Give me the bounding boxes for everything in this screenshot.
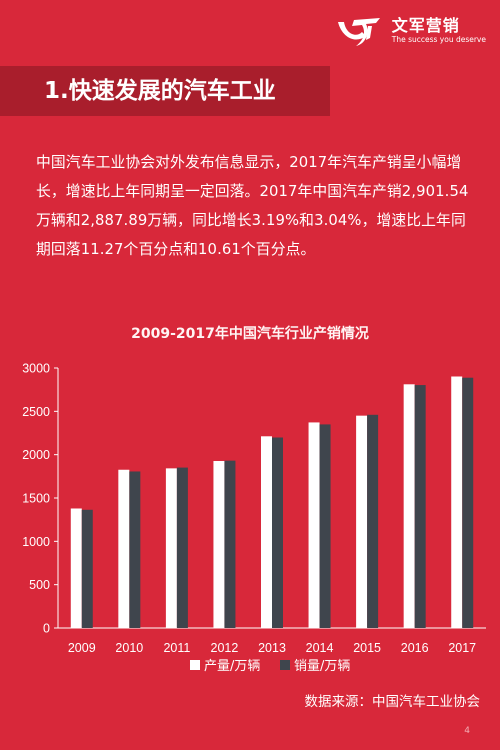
sales-bar (81, 509, 93, 628)
page-number: 4 (464, 726, 470, 736)
chart-title: 2009-2017年中国汽车行业产销情况 (131, 326, 369, 342)
x-tick-label: 2012 (211, 641, 239, 655)
legend-swatch-sales (280, 660, 290, 670)
brand-logo: 文军营销 The success you deserve (336, 14, 486, 48)
x-tick-label: 2017 (448, 641, 476, 655)
x-tick-label: 2013 (258, 641, 286, 655)
x-tick-label: 2014 (306, 641, 334, 655)
production-bar (451, 376, 463, 628)
source-note: 数据来源：中国汽车工业协会 (304, 694, 481, 710)
title-band (0, 66, 330, 116)
x-tick-label: 2010 (115, 641, 143, 655)
production-bar (118, 469, 130, 628)
production-bar (165, 468, 177, 628)
y-tick-label: 3000 (22, 362, 50, 376)
y-tick-label: 2500 (22, 405, 50, 419)
y-tick-label: 0 (43, 622, 50, 636)
y-tick-label: 1000 (22, 535, 50, 549)
production-bar (403, 384, 415, 628)
y-tick-label: 500 (29, 578, 50, 592)
brand-slogan: The success you deserve (391, 35, 486, 44)
sales-bar (319, 424, 331, 628)
sales-bar (462, 377, 474, 628)
brand-name: 文军营销 (391, 16, 460, 35)
brand-logo-icon (337, 18, 380, 46)
page-title: 1.快速发展的汽车工业 (44, 78, 276, 104)
legend-swatch-production (190, 660, 200, 670)
x-tick-label: 2015 (353, 641, 381, 655)
y-tick-label: 2000 (22, 448, 50, 462)
production-bar (356, 415, 368, 628)
production-bar (213, 460, 225, 628)
legend-label: 产量/万辆 (204, 659, 260, 674)
sales-bar (367, 414, 379, 628)
bar-chart: 0 500 1000 1500 2000 2500 3000 2009 2010 2011 2012… (22, 362, 486, 674)
y-tick-label: 1500 (22, 492, 50, 506)
x-tick-label: 2009 (68, 641, 96, 655)
production-bar (261, 436, 272, 628)
sales-bar (414, 385, 426, 628)
sales-bar (176, 467, 188, 628)
sales-bar (224, 460, 236, 628)
x-tick-label: 2016 (401, 641, 429, 655)
production-bar (70, 508, 82, 628)
x-tick-label: 2011 (163, 641, 190, 655)
production-bar (308, 422, 320, 628)
body-paragraph: 中国汽车工业协会对外发布信息显示，2017年汽车产销呈小幅增长，增速比上年同期呈… (36, 154, 469, 258)
legend-label: 销量/万辆 (294, 659, 350, 674)
sales-bar (129, 471, 141, 628)
sales-bar (272, 437, 283, 628)
